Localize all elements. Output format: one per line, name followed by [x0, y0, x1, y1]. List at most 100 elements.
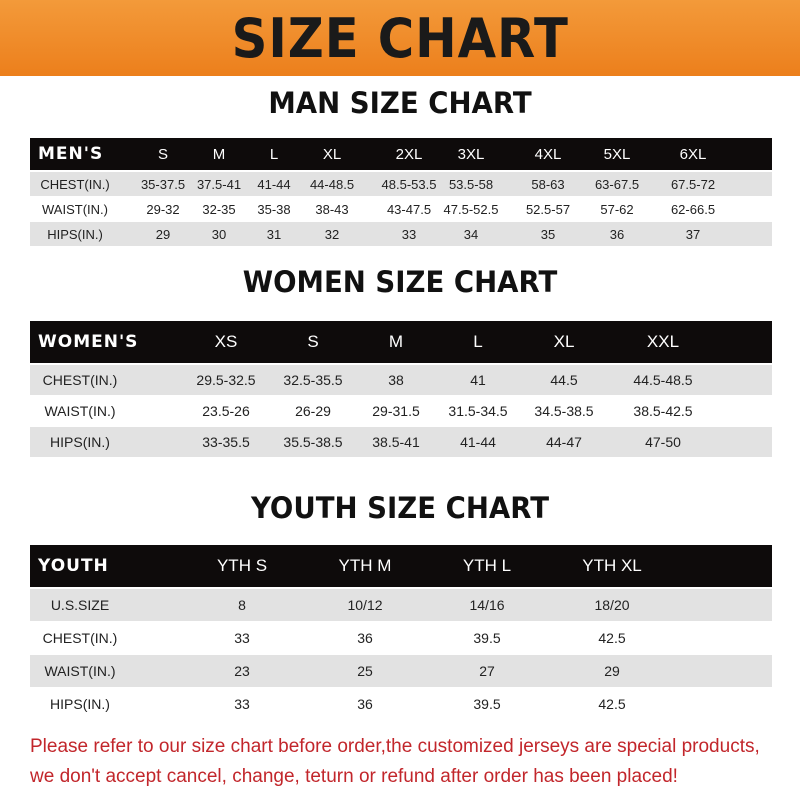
table-cell: 10/12	[347, 597, 383, 613]
size-header: XL	[322, 145, 342, 163]
table-cell: 32.5-35.5	[283, 372, 343, 388]
row-label: HIPS(IN.)	[47, 226, 103, 242]
table-cell: 34.5-38.5	[534, 403, 594, 419]
table-cell: 41-44	[257, 176, 291, 192]
youth-heading: YOUTH SIZE CHART	[250, 491, 550, 525]
size-header: XL	[553, 332, 575, 351]
table-row: CHEST(IN.) 35-37.5 37.5-41 41-44 44-48.5 48.5…	[30, 172, 772, 196]
table-cell: 37	[685, 226, 701, 242]
table-cell: 26-29	[295, 403, 331, 419]
row-label: CHEST(IN.)	[42, 372, 118, 388]
size-header: YTH S	[216, 556, 268, 575]
size-header: 6XL	[679, 145, 707, 163]
table-cell: 35.5-38.5	[283, 434, 343, 450]
table-cell: 33	[234, 696, 250, 712]
table-label: YOUTH	[38, 556, 109, 576]
table-cell: 14/16	[469, 597, 505, 613]
table-cell: 57-62	[600, 201, 634, 217]
table-cell: 63-67.5	[594, 176, 640, 192]
table-cell: 34	[463, 226, 479, 242]
women-heading: WOMEN SIZE CHART	[242, 265, 558, 299]
table-cell: 33	[234, 630, 250, 646]
table-cell: 38.5-42.5	[633, 403, 693, 419]
row-label: HIPS(IN.)	[50, 696, 110, 712]
table-cell: 38-43	[315, 201, 349, 217]
table-cell: 23.5-26	[202, 403, 250, 419]
table-cell: 43-47.5	[386, 201, 432, 217]
size-header: XXL	[646, 332, 680, 351]
table-cell: 42.5	[598, 696, 626, 712]
table-cell: 58-63	[531, 176, 565, 192]
table-row: HIPS(IN.) 33 36 39.5 42.5	[30, 688, 772, 720]
table-cell: 44.5	[550, 372, 578, 388]
header-row: WOMEN'S XS S M L XL XXL	[30, 321, 772, 363]
table-row: WAIST(IN.) 23.5-26 26-29 29-31.5 31.5-34.5 34…	[30, 396, 772, 426]
table-cell: 53.5-58	[448, 176, 494, 192]
table-cell: 29-32	[146, 201, 180, 217]
table-cell: 52.5-57	[525, 201, 571, 217]
table-cell: 35-38	[257, 201, 291, 217]
table-cell: 42.5	[598, 630, 626, 646]
table-cell: 33	[401, 226, 417, 242]
size-header: L	[269, 145, 279, 163]
table-cell: 23	[234, 663, 250, 679]
disclaimer-line-2: we don't accept cancel, change, teturn o…	[30, 766, 678, 787]
size-header: 2XL	[395, 145, 423, 163]
table-row: HIPS(IN.) 33-35.5 35.5-38.5 38.5-41 41-44 44-…	[30, 427, 772, 457]
row-label: WAIST(IN.)	[42, 201, 108, 217]
table-cell: 32	[324, 226, 340, 242]
row-label: WAIST(IN.)	[44, 663, 116, 679]
row-label: U.S.SIZE	[50, 597, 110, 613]
table-cell: 36	[357, 696, 373, 712]
title-banner: SIZE CHART	[0, 0, 800, 76]
size-header: M	[212, 145, 226, 163]
size-header: S	[307, 332, 319, 351]
table-cell: 35	[540, 226, 556, 242]
table-cell: 29	[604, 663, 620, 679]
page-title: SIZE CHART	[231, 6, 569, 70]
table-cell: 62-66.5	[670, 201, 716, 217]
table-row: CHEST(IN.) 33 36 39.5 42.5	[30, 622, 772, 654]
table-cell: 29.5-32.5	[196, 372, 256, 388]
size-header: S	[157, 145, 169, 163]
table-cell: 35-37.5	[140, 176, 186, 192]
size-header: YTH XL	[582, 556, 642, 575]
size-header: M	[388, 332, 404, 351]
header-row: YOUTH YTH S YTH M YTH L YTH XL	[30, 545, 772, 587]
table-label: MEN'S	[38, 144, 104, 164]
table-cell: 25	[357, 663, 373, 679]
table-cell: 44-48.5	[309, 176, 355, 192]
row-label: CHEST(IN.)	[40, 176, 110, 192]
table-cell: 18/20	[594, 597, 630, 613]
table-cell: 30	[211, 226, 227, 242]
table-cell: 8	[238, 597, 246, 613]
size-header: 3XL	[457, 145, 485, 163]
table-cell: 29-31.5	[372, 403, 420, 419]
table-cell: 39.5	[473, 696, 501, 712]
table-cell: 67.5-72	[670, 176, 716, 192]
table-row: WAIST(IN.) 29-32 32-35 35-38 38-43 43-47.5 47.…	[30, 197, 772, 221]
table-row: U.S.SIZE 8 10/12 14/16 18/20	[30, 589, 772, 621]
table-row: HIPS(IN.) 29 30 31 32 33 34 35 36 37	[30, 222, 772, 246]
table-cell: 27	[479, 663, 495, 679]
table-cell: 38.5-41	[372, 434, 420, 450]
row-label: WAIST(IN.)	[44, 403, 116, 419]
table-cell: 38	[388, 372, 404, 388]
table-row: WAIST(IN.) 23 25 27 29	[30, 655, 772, 687]
size-header: L	[473, 332, 483, 351]
table-cell: 29	[155, 226, 171, 242]
row-label: HIPS(IN.)	[50, 434, 110, 450]
table-cell: 36	[357, 630, 373, 646]
table-label: WOMEN'S	[38, 332, 139, 352]
size-header: XS	[214, 332, 238, 351]
table-cell: 39.5	[473, 630, 501, 646]
table-cell: 31	[266, 226, 282, 242]
table-cell: 41-44	[460, 434, 496, 450]
table-cell: 36	[609, 226, 625, 242]
table-cell: 44-47	[546, 434, 582, 450]
table-cell: 47-50	[645, 434, 681, 450]
header-row: MEN'S S M L XL 2XL 3XL 4XL 5XL 6XL	[30, 138, 772, 170]
table-cell: 33-35.5	[202, 434, 250, 450]
table-cell: 37.5-41	[196, 176, 242, 192]
size-header: YTH L	[462, 556, 512, 575]
